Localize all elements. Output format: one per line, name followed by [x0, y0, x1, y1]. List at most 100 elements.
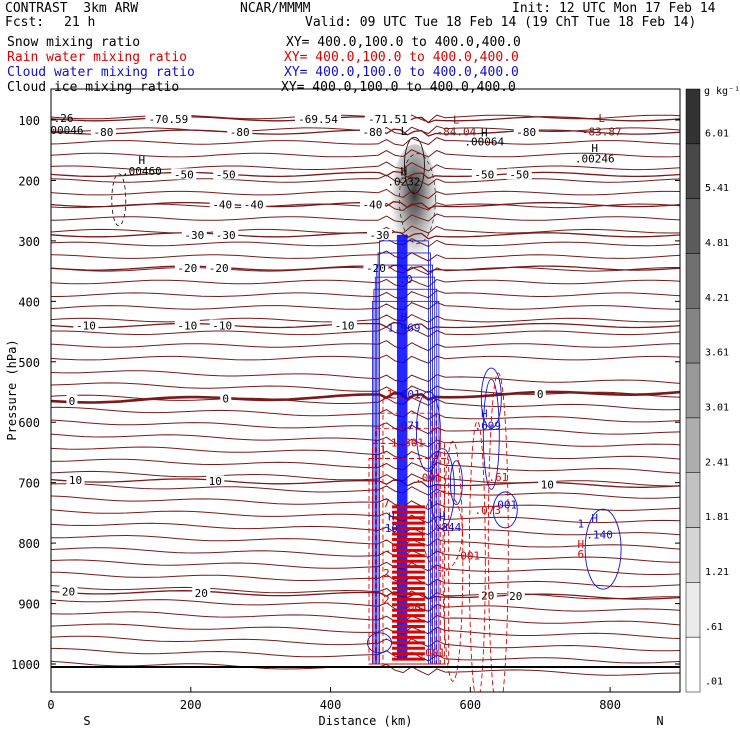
- isotherm-label: -69.54: [298, 113, 338, 126]
- isotherm--10: [51, 321, 680, 331]
- valid-time: Valid: 09 UTC Tue 18 Feb 14 (19 ChT Tue …: [305, 15, 697, 30]
- layer-rain-xy: XY= 400.0,100.0 to 400.0,400.0: [284, 50, 519, 65]
- isotherm-label-bg: [506, 589, 525, 601]
- layer-cloudice-xy: XY= 400.0,100.0 to 400.0,400.0: [281, 80, 516, 95]
- isotherm--30: [51, 231, 680, 240]
- isotherm-label: 0: [69, 395, 76, 408]
- point-label: 2: [383, 594, 390, 607]
- isotherm-label: -30: [370, 229, 390, 242]
- isotherm-line: [51, 611, 680, 626]
- isotherm-line: [51, 419, 680, 435]
- isotherm-label-bg: [359, 126, 385, 138]
- plot-frame: [50, 88, 681, 693]
- colorbar-segment: [685, 253, 701, 309]
- point-label: L: [453, 114, 460, 127]
- point-label: H: [481, 126, 488, 139]
- colorbar-label: 6.01: [705, 128, 729, 139]
- isotherm-label-bg: [506, 168, 532, 180]
- cloud-water-contour: [584, 508, 622, 590]
- point-label: 2: [383, 567, 390, 580]
- point-label: .61: [488, 471, 508, 484]
- isotherm-line: [51, 340, 680, 352]
- x-axis-title: Distance (km): [319, 714, 413, 728]
- rain-contour: [368, 458, 450, 665]
- isotherm-label: -50: [509, 168, 529, 181]
- isotherm-label-bg: [59, 585, 78, 597]
- isotherm-line: [51, 301, 680, 311]
- x-end-label-south: S: [83, 714, 90, 728]
- isotherm-label: 10: [69, 474, 82, 487]
- org-title: NCAR/MMMM: [240, 1, 311, 16]
- point-label: H: [439, 511, 446, 524]
- isotherm-line: [51, 289, 680, 300]
- colorbar-segment: [685, 472, 701, 528]
- isotherm-20: [51, 590, 680, 600]
- isotherm-label: 10: [209, 475, 222, 488]
- isotherm-label: 10: [541, 478, 554, 491]
- rain-column: [368, 397, 450, 665]
- point-label: H: [591, 512, 598, 525]
- point-label: .699: [475, 419, 502, 432]
- isotherm-label-bg: [145, 112, 192, 124]
- y-tick-label: 100: [18, 114, 40, 128]
- point-label: H: [577, 538, 584, 551]
- colorbar-segment: [685, 636, 701, 693]
- forecast-label: Fcst:: [5, 15, 45, 30]
- y-tick-label: 600: [18, 416, 40, 430]
- isotherm-line: [51, 326, 680, 338]
- isotherm-label: -30: [216, 229, 236, 242]
- point-label: .001: [454, 549, 481, 562]
- isotherm-label: 0: [222, 393, 229, 406]
- isotherm-label-bg: [220, 392, 232, 404]
- point-label: H: [481, 407, 488, 420]
- isotherm-label-bg: [471, 168, 497, 180]
- rain-contour: [487, 372, 509, 692]
- isotherm-label: -20: [177, 262, 197, 275]
- point-label: 1: [577, 517, 584, 530]
- x-tick-label: 200: [180, 698, 202, 712]
- colorbar-label: 3.61: [705, 348, 729, 359]
- layer-snow-name: Snow mixing ratio: [7, 35, 141, 50]
- isotherm-label: -71.51: [368, 113, 408, 126]
- point-label: .26: [54, 112, 74, 125]
- y-tick-label: 400: [18, 295, 40, 309]
- isotherm-line: [51, 149, 680, 158]
- colorbar-label: .01: [705, 677, 723, 688]
- isotherm-label-bg: [209, 319, 235, 331]
- point-label: 1.801: [391, 436, 424, 449]
- colorbar-segment: [685, 198, 701, 254]
- rain-contour: [442, 440, 464, 682]
- point-label: H: [401, 165, 408, 178]
- point-label: L: [401, 125, 408, 138]
- colorbar-segment: [685, 143, 701, 199]
- point-label: -83.87: [582, 126, 622, 139]
- x-tick-label: 800: [599, 698, 621, 712]
- colorbar-segment: [685, 417, 701, 473]
- isotherm-label-bg: [332, 319, 358, 331]
- point-label: 10: [385, 522, 398, 535]
- cloud-ice-contour: [111, 173, 127, 227]
- isotherm-label-bg: [538, 478, 557, 490]
- colorbar-label: 3.01: [705, 403, 729, 414]
- isotherm-line: [51, 585, 680, 600]
- cloud-water-contour: [449, 460, 463, 506]
- point-label: .0: [399, 273, 412, 286]
- isotherm-line: [51, 470, 680, 487]
- colorbar-unit: g kg⁻¹: [704, 86, 740, 97]
- colorbar-label: 1.81: [705, 512, 729, 523]
- isotherm-line: [51, 458, 680, 474]
- isotherm-label-bg: [174, 262, 200, 274]
- isotherm-label-bg: [90, 126, 116, 138]
- isotherm-line: [51, 278, 680, 288]
- isotherm-label-bg: [192, 586, 211, 598]
- isotherm-label: -10: [76, 320, 96, 333]
- x-tick-label: 400: [320, 698, 342, 712]
- isotherm-label: -50: [474, 168, 494, 181]
- isotherm-label-bg: [206, 475, 225, 487]
- isotherm-label: -20: [366, 262, 386, 275]
- point-label: .844: [435, 521, 462, 534]
- isotherm-label: -10: [177, 320, 197, 333]
- isotherm-line: [51, 314, 680, 323]
- isotherm--50: [51, 170, 680, 180]
- isotherm-line: [51, 188, 680, 200]
